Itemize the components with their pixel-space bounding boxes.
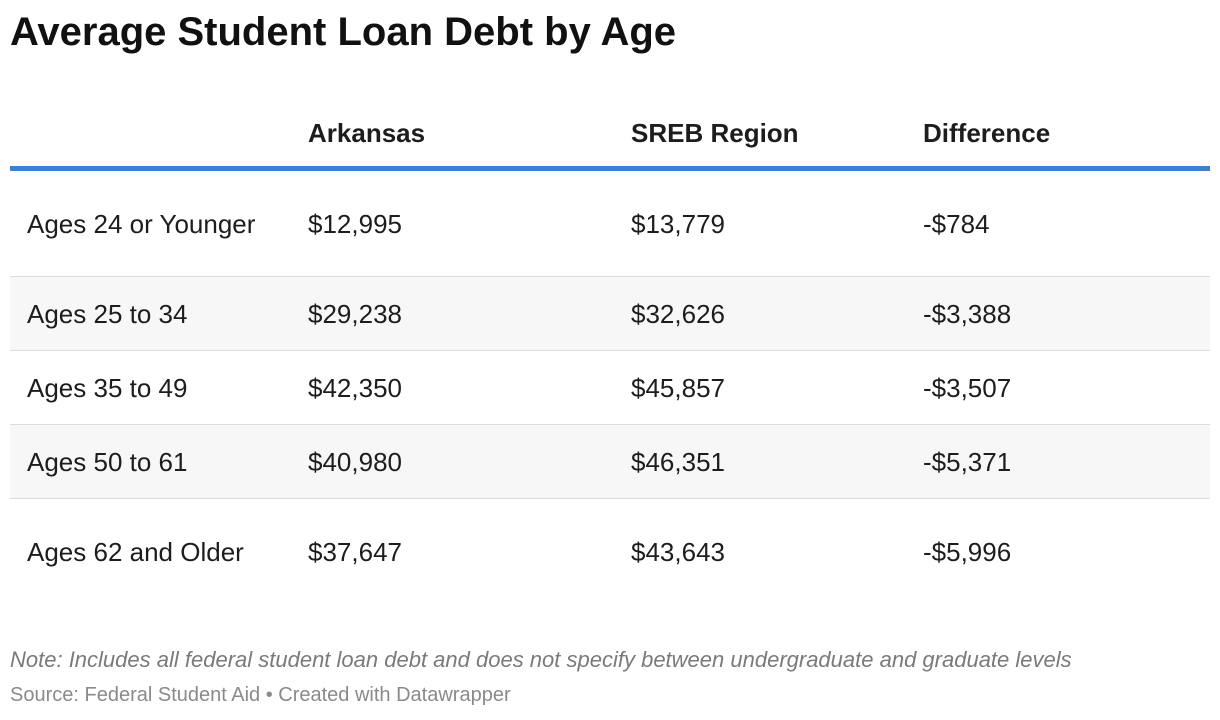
cell: $13,779 <box>614 168 906 277</box>
table-row: Ages 24 or Younger $12,995 $13,779 -$784 <box>10 168 1210 277</box>
cell: $12,995 <box>291 168 614 277</box>
cell: -$784 <box>906 168 1210 277</box>
column-header: Difference <box>906 100 1210 171</box>
column-header: SREB Region <box>614 100 906 171</box>
cell: $43,643 <box>631 536 725 567</box>
row-label: Ages 24 or Younger <box>10 168 291 277</box>
source: Source: Federal Student Aid • Created wi… <box>10 684 511 706</box>
row-label: Ages 50 to 61 <box>10 424 291 499</box>
cell: -$3,388 <box>906 276 1210 351</box>
row-label: Ages 25 to 34 <box>10 276 291 351</box>
column-header <box>10 100 291 171</box>
cell: $29,238 <box>291 276 614 351</box>
cell: -$5,996 <box>923 536 1012 567</box>
cell: $32,626 <box>614 276 906 351</box>
cell: $42,350 <box>291 350 614 425</box>
table-row: Ages 25 to 34 $29,238 $32,626 -$3,388 <box>10 276 1210 351</box>
row-label: Ages 62 and Older <box>27 536 244 567</box>
header-row: Arkansas SREB Region Difference <box>10 100 1210 171</box>
data-table: Arkansas SREB Region Difference Ages 24 or… <box>10 100 1210 604</box>
cell: $46,351 <box>614 424 906 499</box>
table-row: Ages 50 to 61 $40,980 $46,351 -$5,371 <box>10 424 1210 499</box>
cell: -$3,507 <box>906 350 1210 425</box>
column-header: Arkansas <box>291 100 614 171</box>
cell: $40,980 <box>291 424 614 499</box>
table-row: Ages 35 to 49 $42,350 $45,857 -$3,507 <box>10 350 1210 425</box>
cell: -$5,371 <box>906 424 1210 499</box>
note: Note: Includes all federal student loan … <box>10 647 1072 672</box>
row-label: Ages 35 to 49 <box>10 350 291 425</box>
table-row: Ages 62 and Older $37,647 $43,643 -$5,996 <box>10 499 1210 605</box>
title: Average Student Loan Debt by Age <box>10 10 677 54</box>
cell: $45,857 <box>614 350 906 425</box>
cell: $37,647 <box>308 536 402 567</box>
